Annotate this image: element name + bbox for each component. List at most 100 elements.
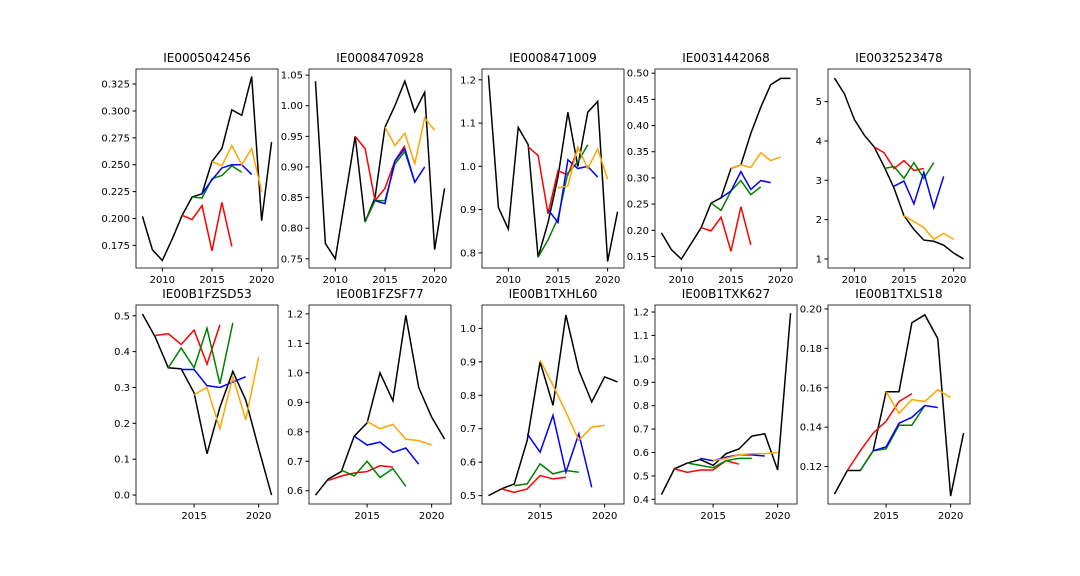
y-tick-label: 0.175: [101, 241, 130, 252]
x-tick-label: 2015: [527, 511, 552, 522]
y-tick-label: 0.9: [633, 378, 649, 389]
y-tick-label: 0.45: [627, 95, 649, 106]
y-tick-label: 0.3: [114, 383, 130, 394]
y-tick-label: 0.8: [460, 391, 476, 402]
series-line: [872, 404, 938, 452]
y-tick-label: 0.20: [800, 304, 822, 315]
y-tick-label: 0.50: [627, 69, 649, 80]
x-tick-label: 2010: [669, 275, 694, 286]
chart-title: IE0005042456: [163, 51, 250, 65]
series-line: [192, 164, 243, 199]
y-tick-label: 0.25: [627, 200, 649, 211]
x-tick-label: 2015: [873, 511, 898, 522]
y-tick-label: 0.5: [633, 471, 649, 482]
x-tick-label: 2015: [700, 511, 725, 522]
y-tick-label: 0.0: [114, 491, 130, 502]
series-line: [893, 169, 945, 211]
y-tick-label: 2: [816, 215, 822, 226]
series-line: [660, 313, 792, 495]
series-line: [141, 76, 273, 262]
x-tick-label: 2010: [323, 275, 348, 286]
series-line: [141, 313, 273, 496]
y-tick-label: 0.4: [114, 347, 130, 358]
chart-title: IE0032523478: [855, 51, 942, 65]
series-line: [340, 460, 407, 487]
x-tick-label: 2015: [891, 275, 916, 286]
y-tick-label: 5: [816, 97, 822, 108]
x-tick-label: 2020: [592, 511, 617, 522]
x-tick-label: 2015: [372, 275, 397, 286]
axes-frame: [308, 304, 452, 505]
y-tick-label: 0.7: [460, 424, 476, 435]
y-tick-label: 1.0: [460, 324, 476, 335]
series-line: [514, 462, 579, 487]
y-tick-label: 0.9: [287, 398, 303, 409]
series-line: [193, 356, 260, 432]
series-line: [314, 315, 446, 496]
y-tick-label: 1.00: [281, 101, 303, 112]
x-tick-label: 2010: [150, 275, 175, 286]
x-tick-label: 2020: [249, 275, 274, 286]
series-line: [211, 143, 263, 192]
x-tick-label: 2015: [545, 275, 570, 286]
series-line: [700, 206, 752, 252]
y-tick-label: 1.2: [460, 75, 476, 86]
series-line: [846, 393, 913, 471]
y-tick-label: 0.2: [114, 419, 130, 430]
series-line: [730, 151, 781, 170]
series-line: [487, 75, 619, 262]
y-tick-label: 0.75: [281, 254, 303, 265]
series-line: [539, 359, 605, 442]
y-tick-label: 0.20: [627, 226, 649, 237]
series-line: [314, 79, 446, 261]
axes-frame: [827, 304, 971, 505]
series-line: [488, 314, 618, 497]
axes-frame: [308, 68, 452, 269]
series-line: [903, 215, 955, 241]
y-tick-label: 0.325: [101, 80, 130, 91]
y-tick-label: 1.05: [281, 71, 303, 82]
axes-frame: [654, 68, 798, 269]
x-tick-label: 2020: [419, 511, 444, 522]
y-tick-label: 0.95: [281, 132, 303, 143]
series-line: [833, 313, 965, 497]
y-tick-label: 0.250: [101, 160, 130, 171]
y-tick-label: 0.5: [460, 491, 476, 502]
y-tick-label: 0.30: [627, 173, 649, 184]
y-tick-label: 0.80: [281, 224, 303, 235]
series-line: [181, 202, 233, 251]
series-line: [873, 146, 924, 172]
series-line: [167, 322, 234, 385]
y-tick-label: 0.40: [627, 121, 649, 132]
y-tick-label: 0.15: [627, 252, 649, 263]
x-tick-label: 2015: [199, 275, 224, 286]
chart-title: IE00B1FZSF77: [336, 287, 423, 301]
y-tick-label: 0.300: [101, 106, 130, 117]
series-line: [557, 144, 609, 189]
y-tick-label: 0.1: [114, 455, 130, 466]
chart-title: IE0031442068: [682, 51, 769, 65]
series-line: [660, 77, 791, 261]
x-tick-label: 2020: [765, 511, 790, 522]
y-tick-label: 0.14: [800, 423, 822, 434]
y-tick-label: 3: [816, 176, 822, 187]
axes-frame: [135, 68, 279, 269]
chart-title: IE0008470928: [336, 51, 423, 65]
x-tick-label: 2015: [718, 275, 743, 286]
x-tick-label: 2020: [422, 275, 447, 286]
y-tick-label: 1.0: [633, 354, 649, 365]
chart-title: IE00B1TXLS18: [855, 287, 942, 301]
y-tick-label: 0.16: [800, 383, 822, 394]
series-line: [354, 135, 406, 203]
y-tick-label: 1.0: [460, 162, 476, 173]
y-tick-label: 0.9: [460, 205, 476, 216]
axes-frame: [481, 304, 625, 505]
series-line: [328, 464, 393, 482]
series-line: [720, 170, 771, 199]
x-tick-label: 2020: [941, 275, 966, 286]
series-line: [712, 451, 778, 462]
y-tick-label: 0.35: [627, 147, 649, 158]
y-tick-label: 0.4: [633, 495, 649, 506]
x-tick-label: 2020: [938, 511, 963, 522]
